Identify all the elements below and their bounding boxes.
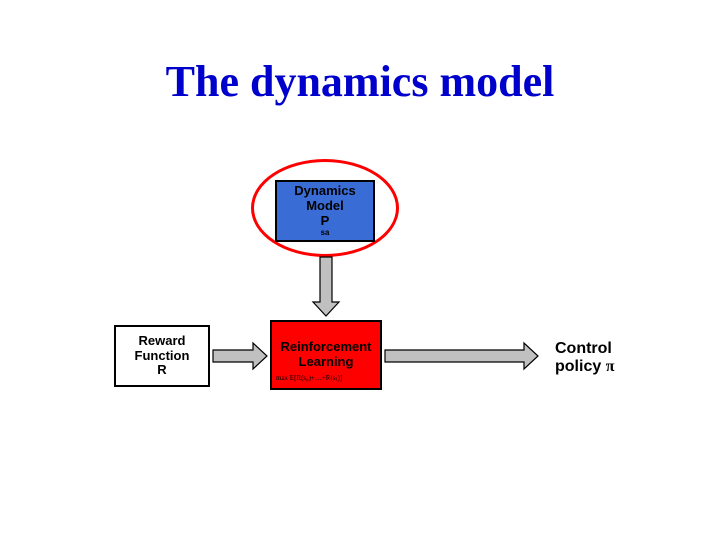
control-line2: policy π: [555, 358, 614, 375]
arrow-right-out-shape: [385, 343, 538, 369]
control-policy-label: Control policy π: [555, 340, 614, 377]
arrow-right-out: [0, 0, 720, 540]
control-line1: Control: [555, 340, 612, 357]
